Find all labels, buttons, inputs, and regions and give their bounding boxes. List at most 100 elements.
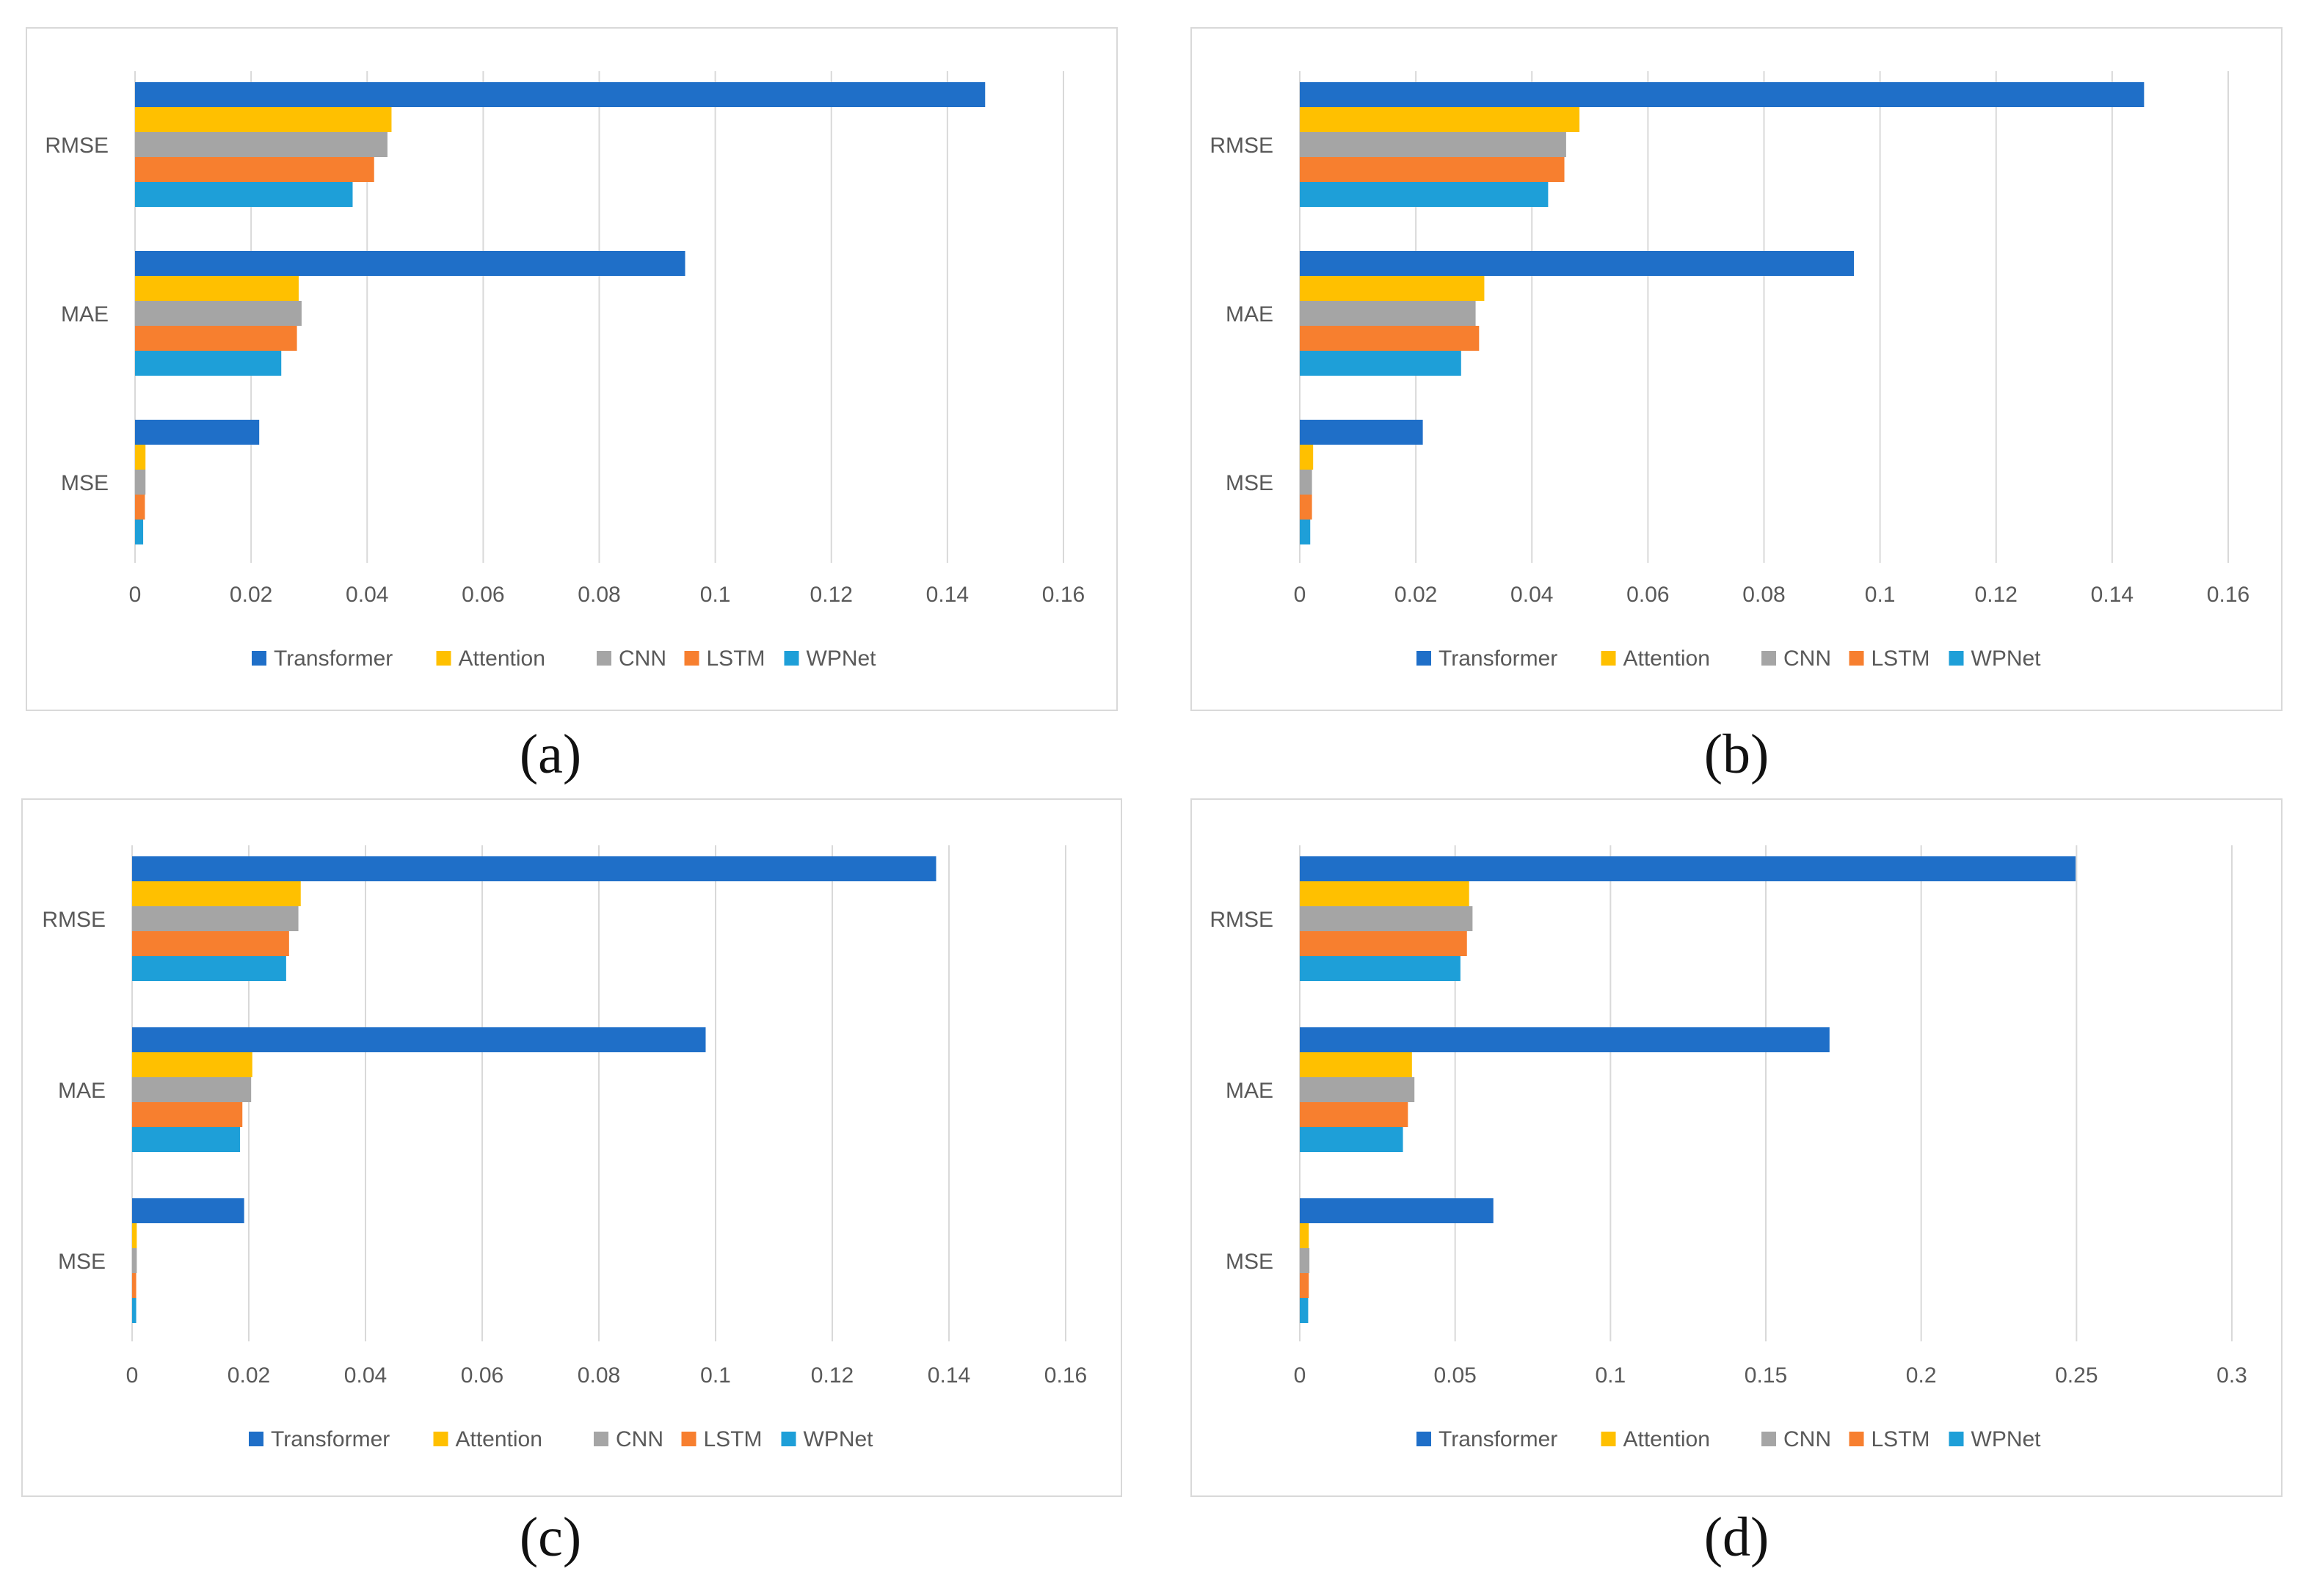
chart-b-legend-label: CNN <box>1783 646 1831 671</box>
chart-b-category-label: RMSE <box>1210 134 1273 158</box>
chart-c-bar-attention-mse <box>132 1223 137 1248</box>
chart-a-legend-label: Attention <box>459 646 545 671</box>
chart-b-legend-label: Attention <box>1623 646 1710 671</box>
chart-d-bar-lstm-mae <box>1300 1102 1408 1127</box>
chart-a-legend-swatch <box>684 651 699 666</box>
chart-b-legend-swatch <box>1601 651 1616 666</box>
chart-c-legend-swatch <box>781 1432 796 1446</box>
chart-c-svg: 0 0.02 0.04 0.06 0.08 0.1 0.12 0.14 0.16 RMSE MAE M… <box>21 798 1122 1497</box>
chart-panel-b: 0 0.02 0.04 0.06 0.08 0.1 0.12 0.14 0.16 RMSE MAE M… <box>1190 27 2283 711</box>
chart-d-bar-wpnet-rmse <box>1300 956 1461 981</box>
chart-b-bar-wpnet-rmse <box>1300 182 1549 207</box>
chart-b-bar-cnn-mse <box>1300 470 1312 495</box>
chart-a-bar-attention-mae <box>135 276 299 301</box>
chart-d-tick-label: 0.15 <box>1745 1363 1787 1388</box>
chart-b-tick-label: 0 <box>1294 583 1306 607</box>
chart-c-category-label: MAE <box>58 1079 106 1103</box>
chart-d-tick-label: 0.25 <box>2055 1363 2098 1388</box>
chart-d-bar-transformer-mse <box>1300 1198 1494 1223</box>
chart-a-tick-label: 0.12 <box>810 583 853 607</box>
chart-panel-d: 0 0.05 0.1 0.15 0.2 0.25 0.3 RMSE MAE MSE Transfor… <box>1190 798 2283 1497</box>
chart-c-tick-label: 0.06 <box>461 1363 503 1388</box>
chart-a-tick-label: 0.04 <box>346 583 388 607</box>
chart-a-bar-cnn-rmse <box>135 132 388 157</box>
chart-d-bar-attention-rmse <box>1300 881 1469 906</box>
chart-d-bar-cnn-rmse <box>1300 906 1473 931</box>
chart-d-legend-label: CNN <box>1783 1427 1831 1451</box>
chart-b-legend-label: LSTM <box>1872 646 1930 671</box>
chart-b-tick-label: 0.12 <box>1975 583 2018 607</box>
chart-a-category-label: MSE <box>61 471 109 495</box>
chart-b-category-label: MAE <box>1226 302 1273 327</box>
chart-c-bar-lstm-rmse <box>132 931 289 956</box>
chart-b-tick-label: 0.04 <box>1510 583 1553 607</box>
chart-b-bar-wpnet-mae <box>1300 351 1461 376</box>
chart-c-bar-cnn-mae <box>132 1077 252 1102</box>
chart-b-bar-attention-mse <box>1300 445 1314 470</box>
chart-c-bar-transformer-mse <box>132 1198 244 1223</box>
chart-a-legend-swatch <box>784 651 799 666</box>
chart-c-category-label: RMSE <box>42 908 106 932</box>
chart-c-legend-swatch <box>594 1432 608 1446</box>
chart-d-bar-wpnet-mse <box>1300 1298 1309 1323</box>
chart-b-svg: 0 0.02 0.04 0.06 0.08 0.1 0.12 0.14 0.16 RMSE MAE M… <box>1190 27 2283 711</box>
chart-d-bar-cnn-mse <box>1300 1248 1310 1273</box>
chart-d-legend-swatch <box>1761 1432 1776 1446</box>
chart-a-bar-cnn-mse <box>135 470 146 495</box>
chart-c-tick-label: 0.1 <box>700 1363 731 1388</box>
chart-d-legend-label: Attention <box>1623 1427 1710 1451</box>
chart-c-tick-label: 0.12 <box>811 1363 854 1388</box>
chart-c-bar-cnn-mse <box>132 1248 137 1273</box>
chart-b-tick-label: 0.06 <box>1626 583 1669 607</box>
chart-c-bar-wpnet-mae <box>132 1127 241 1152</box>
chart-d-bar-lstm-rmse <box>1300 931 1467 956</box>
chart-d-tick-label: 0.1 <box>1595 1363 1626 1388</box>
chart-c-bar-attention-rmse <box>132 881 301 906</box>
chart-c-legend-swatch <box>249 1432 263 1446</box>
chart-b-category-label: MSE <box>1226 471 1273 495</box>
chart-c-category-label: MSE <box>58 1250 106 1274</box>
chart-d-bar-attention-mae <box>1300 1052 1412 1077</box>
chart-a-bar-lstm-rmse <box>135 157 374 182</box>
chart-d-category-label: RMSE <box>1210 908 1273 932</box>
chart-d-tick-label: 0 <box>1294 1363 1306 1388</box>
chart-a-tick-label: 0.02 <box>230 583 272 607</box>
chart-b-legend-swatch <box>1849 651 1864 666</box>
chart-a-legend-label: CNN <box>619 646 666 671</box>
chart-c-legend-label: Attention <box>456 1427 542 1451</box>
chart-d-bar-cnn-mae <box>1300 1077 1415 1102</box>
chart-d-bar-transformer-mae <box>1300 1027 1830 1052</box>
chart-c-bar-cnn-rmse <box>132 906 299 931</box>
chart-c-bar-wpnet-mse <box>132 1298 137 1323</box>
chart-c-bar-attention-mae <box>132 1052 252 1077</box>
chart-b-bar-transformer-mae <box>1300 251 1855 276</box>
chart-b-tick-label: 0.08 <box>1742 583 1785 607</box>
chart-a-category-label: MAE <box>61 302 109 327</box>
chart-b-bar-lstm-rmse <box>1300 157 1565 182</box>
chart-c-legend-label: LSTM <box>704 1427 763 1451</box>
chart-b-legend-label: WPNet <box>1971 646 2042 671</box>
chart-b-tick-label: 0.02 <box>1394 583 1437 607</box>
chart-c-tick-label: 0.14 <box>928 1363 970 1388</box>
chart-a-legend-label: LSTM <box>707 646 765 671</box>
chart-d-category-label: MAE <box>1226 1079 1273 1103</box>
chart-a-bar-attention-mse <box>135 445 146 470</box>
chart-d-legend-label: WPNet <box>1971 1427 2042 1451</box>
chart-a-svg: 0 0.02 0.04 0.06 0.08 0.1 0.12 0.14 0.16 RMSE MAE M… <box>26 27 1118 711</box>
chart-a-bar-cnn-mae <box>135 301 302 326</box>
chart-b-bar-lstm-mse <box>1300 495 1312 520</box>
chart-a-bar-transformer-mae <box>135 251 685 276</box>
chart-b-bar-cnn-rmse <box>1300 132 1566 157</box>
chart-a-bar-lstm-mse <box>135 495 145 520</box>
chart-c-tick-label: 0.04 <box>344 1363 387 1388</box>
chart-b-legend-swatch <box>1761 651 1776 666</box>
chart-d-legend-swatch <box>1416 1432 1431 1446</box>
chart-b-bar-lstm-mae <box>1300 326 1480 351</box>
chart-a-bar-lstm-mae <box>135 326 297 351</box>
chart-d-legend-label: LSTM <box>1872 1427 1930 1451</box>
chart-c-tick-label: 0.16 <box>1044 1363 1087 1388</box>
chart-d-legend-label: Transformer <box>1438 1427 1557 1451</box>
chart-b-bar-wpnet-mse <box>1300 520 1311 544</box>
chart-b-bar-attention-mae <box>1300 276 1485 301</box>
chart-c-bar-wpnet-rmse <box>132 956 286 981</box>
